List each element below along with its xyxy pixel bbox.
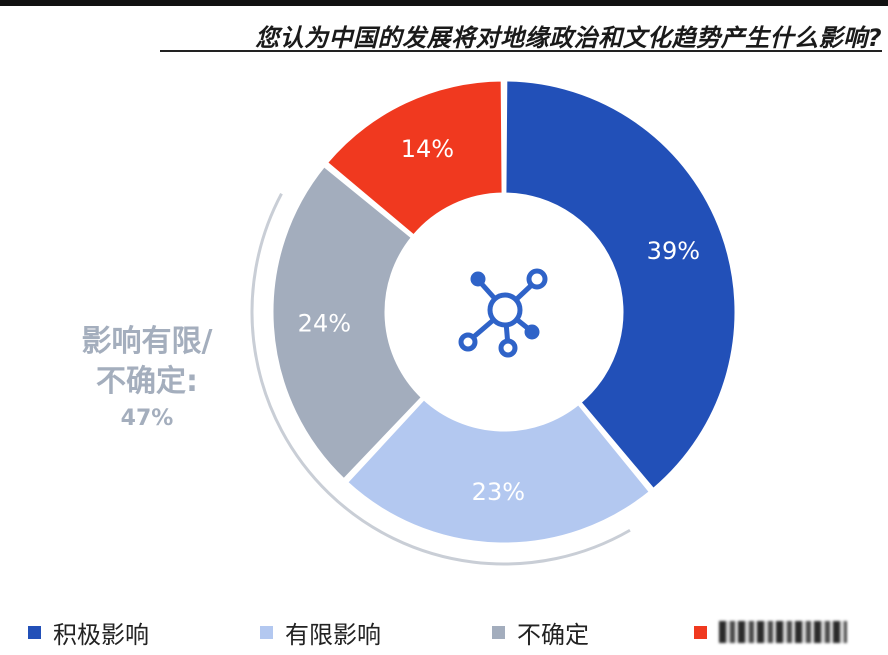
chart-legend: 积极影响 有限影响 不确定 — [28, 612, 888, 652]
top-border — [0, 0, 888, 6]
legend-item-uncertain: 不确定 — [492, 612, 589, 652]
slice-uncertain — [270, 163, 425, 482]
donut-chart: 39% 23% 24% 14% — [250, 78, 738, 566]
callout-value: 47% — [120, 406, 174, 431]
legend-swatch — [694, 625, 707, 639]
legend-swatch — [28, 625, 41, 639]
legend-label: 不确定 — [517, 620, 589, 649]
legend-swatch — [260, 625, 273, 639]
slice-label: 23% — [472, 478, 525, 506]
slice-label: 39% — [647, 237, 700, 265]
legend-swatch — [492, 625, 505, 639]
slice-positive — [503, 78, 738, 492]
legend-item-limited: 有限影响 — [260, 612, 381, 652]
legend-label-redacted — [719, 621, 847, 643]
group-bracket-arc — [250, 192, 631, 566]
callout-line-2: 不确定: — [96, 364, 198, 399]
slice-label: 14% — [401, 135, 454, 163]
legend-item-positive: 积极影响 — [28, 612, 149, 652]
group-callout: 影响有限/ 不确定: 47% — [62, 322, 232, 436]
legend-item-redacted — [694, 612, 847, 652]
title-underline — [160, 50, 882, 52]
legend-label: 积极影响 — [53, 620, 149, 649]
chart-title: 您认为中国的发展将对地缘政治和文化趋势产生什么影响? — [255, 24, 882, 52]
legend-label: 有限影响 — [285, 620, 381, 649]
network-hub-icon — [458, 268, 548, 358]
callout-line-1: 影响有限/ — [81, 324, 213, 359]
slice-redacted — [324, 78, 505, 239]
slice-label: 24% — [298, 309, 351, 337]
slice-limited — [344, 396, 653, 546]
